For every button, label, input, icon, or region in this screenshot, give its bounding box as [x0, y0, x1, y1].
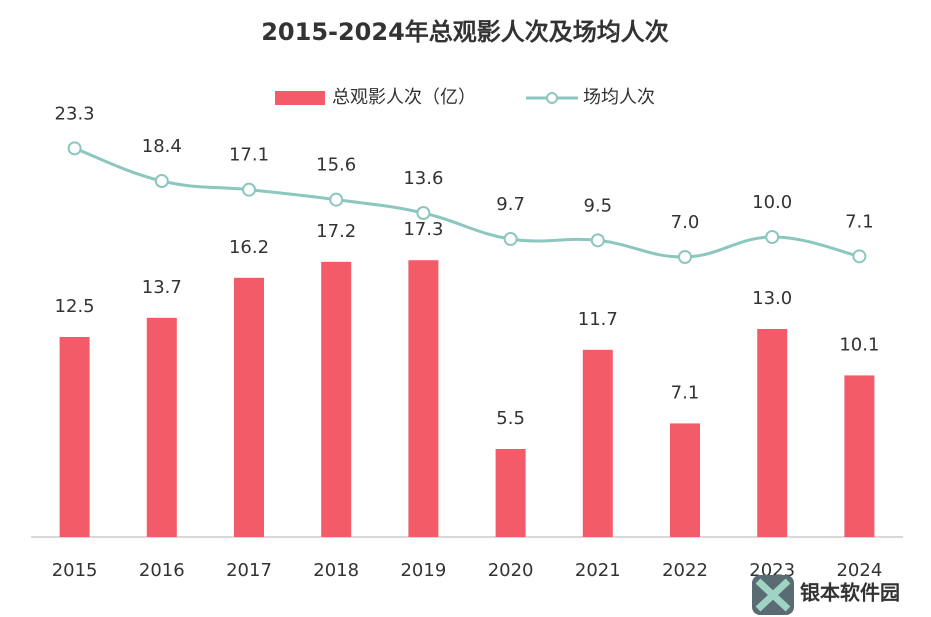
data-label: 12.5 [55, 296, 95, 317]
data-label: 11.7 [578, 309, 618, 330]
legend-label: 场均人次 [583, 87, 655, 108]
legend-swatch [275, 91, 325, 105]
data-label: 13.0 [752, 288, 792, 309]
legend-label: 总观影人次（亿） [332, 87, 476, 108]
data-label: 23.3 [55, 103, 95, 124]
x-tick-label: 2021 [575, 560, 621, 581]
line-marker [503, 232, 518, 246]
data-label: 9.5 [583, 195, 612, 216]
x-tick-label: 2017 [226, 560, 272, 581]
data-label: 7.1 [845, 211, 874, 232]
data-label: 7.1 [671, 382, 700, 403]
data-label: 17.2 [316, 221, 356, 242]
data-label: 15.6 [316, 155, 356, 176]
data-label: 10.1 [839, 334, 879, 355]
line-marker [852, 249, 867, 264]
x-tick-label: 2022 [662, 560, 708, 581]
data-label: 17.1 [229, 145, 269, 166]
watermark: 银本软件园 [752, 575, 900, 615]
data-label: 10.0 [752, 192, 792, 213]
bar [844, 375, 875, 537]
x-tick-label: 2024 [836, 560, 882, 581]
legend-marker [546, 92, 558, 104]
line-marker [765, 230, 780, 244]
line-marker [329, 192, 344, 207]
data-label: 18.4 [142, 136, 182, 157]
watermark-text: 银本软件园 [800, 581, 900, 605]
data-label: 7.0 [671, 212, 700, 233]
bar [146, 317, 177, 537]
bar [670, 423, 700, 537]
data-label: 13.7 [142, 277, 182, 298]
x-tick-label: 2019 [400, 560, 446, 581]
line-marker [678, 250, 692, 264]
line-marker [590, 233, 605, 248]
line-marker [416, 206, 431, 220]
bar [582, 349, 613, 537]
data-label: 16.2 [229, 237, 269, 258]
bar [59, 337, 90, 537]
bar [757, 329, 788, 537]
data-label: 9.7 [496, 194, 525, 215]
chart-title: 2015-2024年总观影人次及场均人次 [261, 18, 669, 46]
x-tick-label: 2020 [488, 560, 534, 581]
data-label: 17.3 [403, 219, 443, 240]
line-marker [67, 141, 82, 156]
data-label: 5.5 [496, 408, 525, 429]
bar [234, 277, 264, 537]
line [74, 146, 860, 259]
line-marker [154, 174, 169, 188]
data-label: 13.6 [403, 168, 443, 189]
bar [408, 260, 439, 537]
bar [321, 261, 352, 537]
line-marker [242, 182, 256, 197]
watermark-icon-mark [755, 578, 791, 612]
x-tick-label: 2018 [313, 560, 359, 581]
x-tick-label: 2016 [139, 560, 185, 581]
bar [495, 449, 526, 537]
x-tick-label: 2015 [52, 560, 98, 581]
